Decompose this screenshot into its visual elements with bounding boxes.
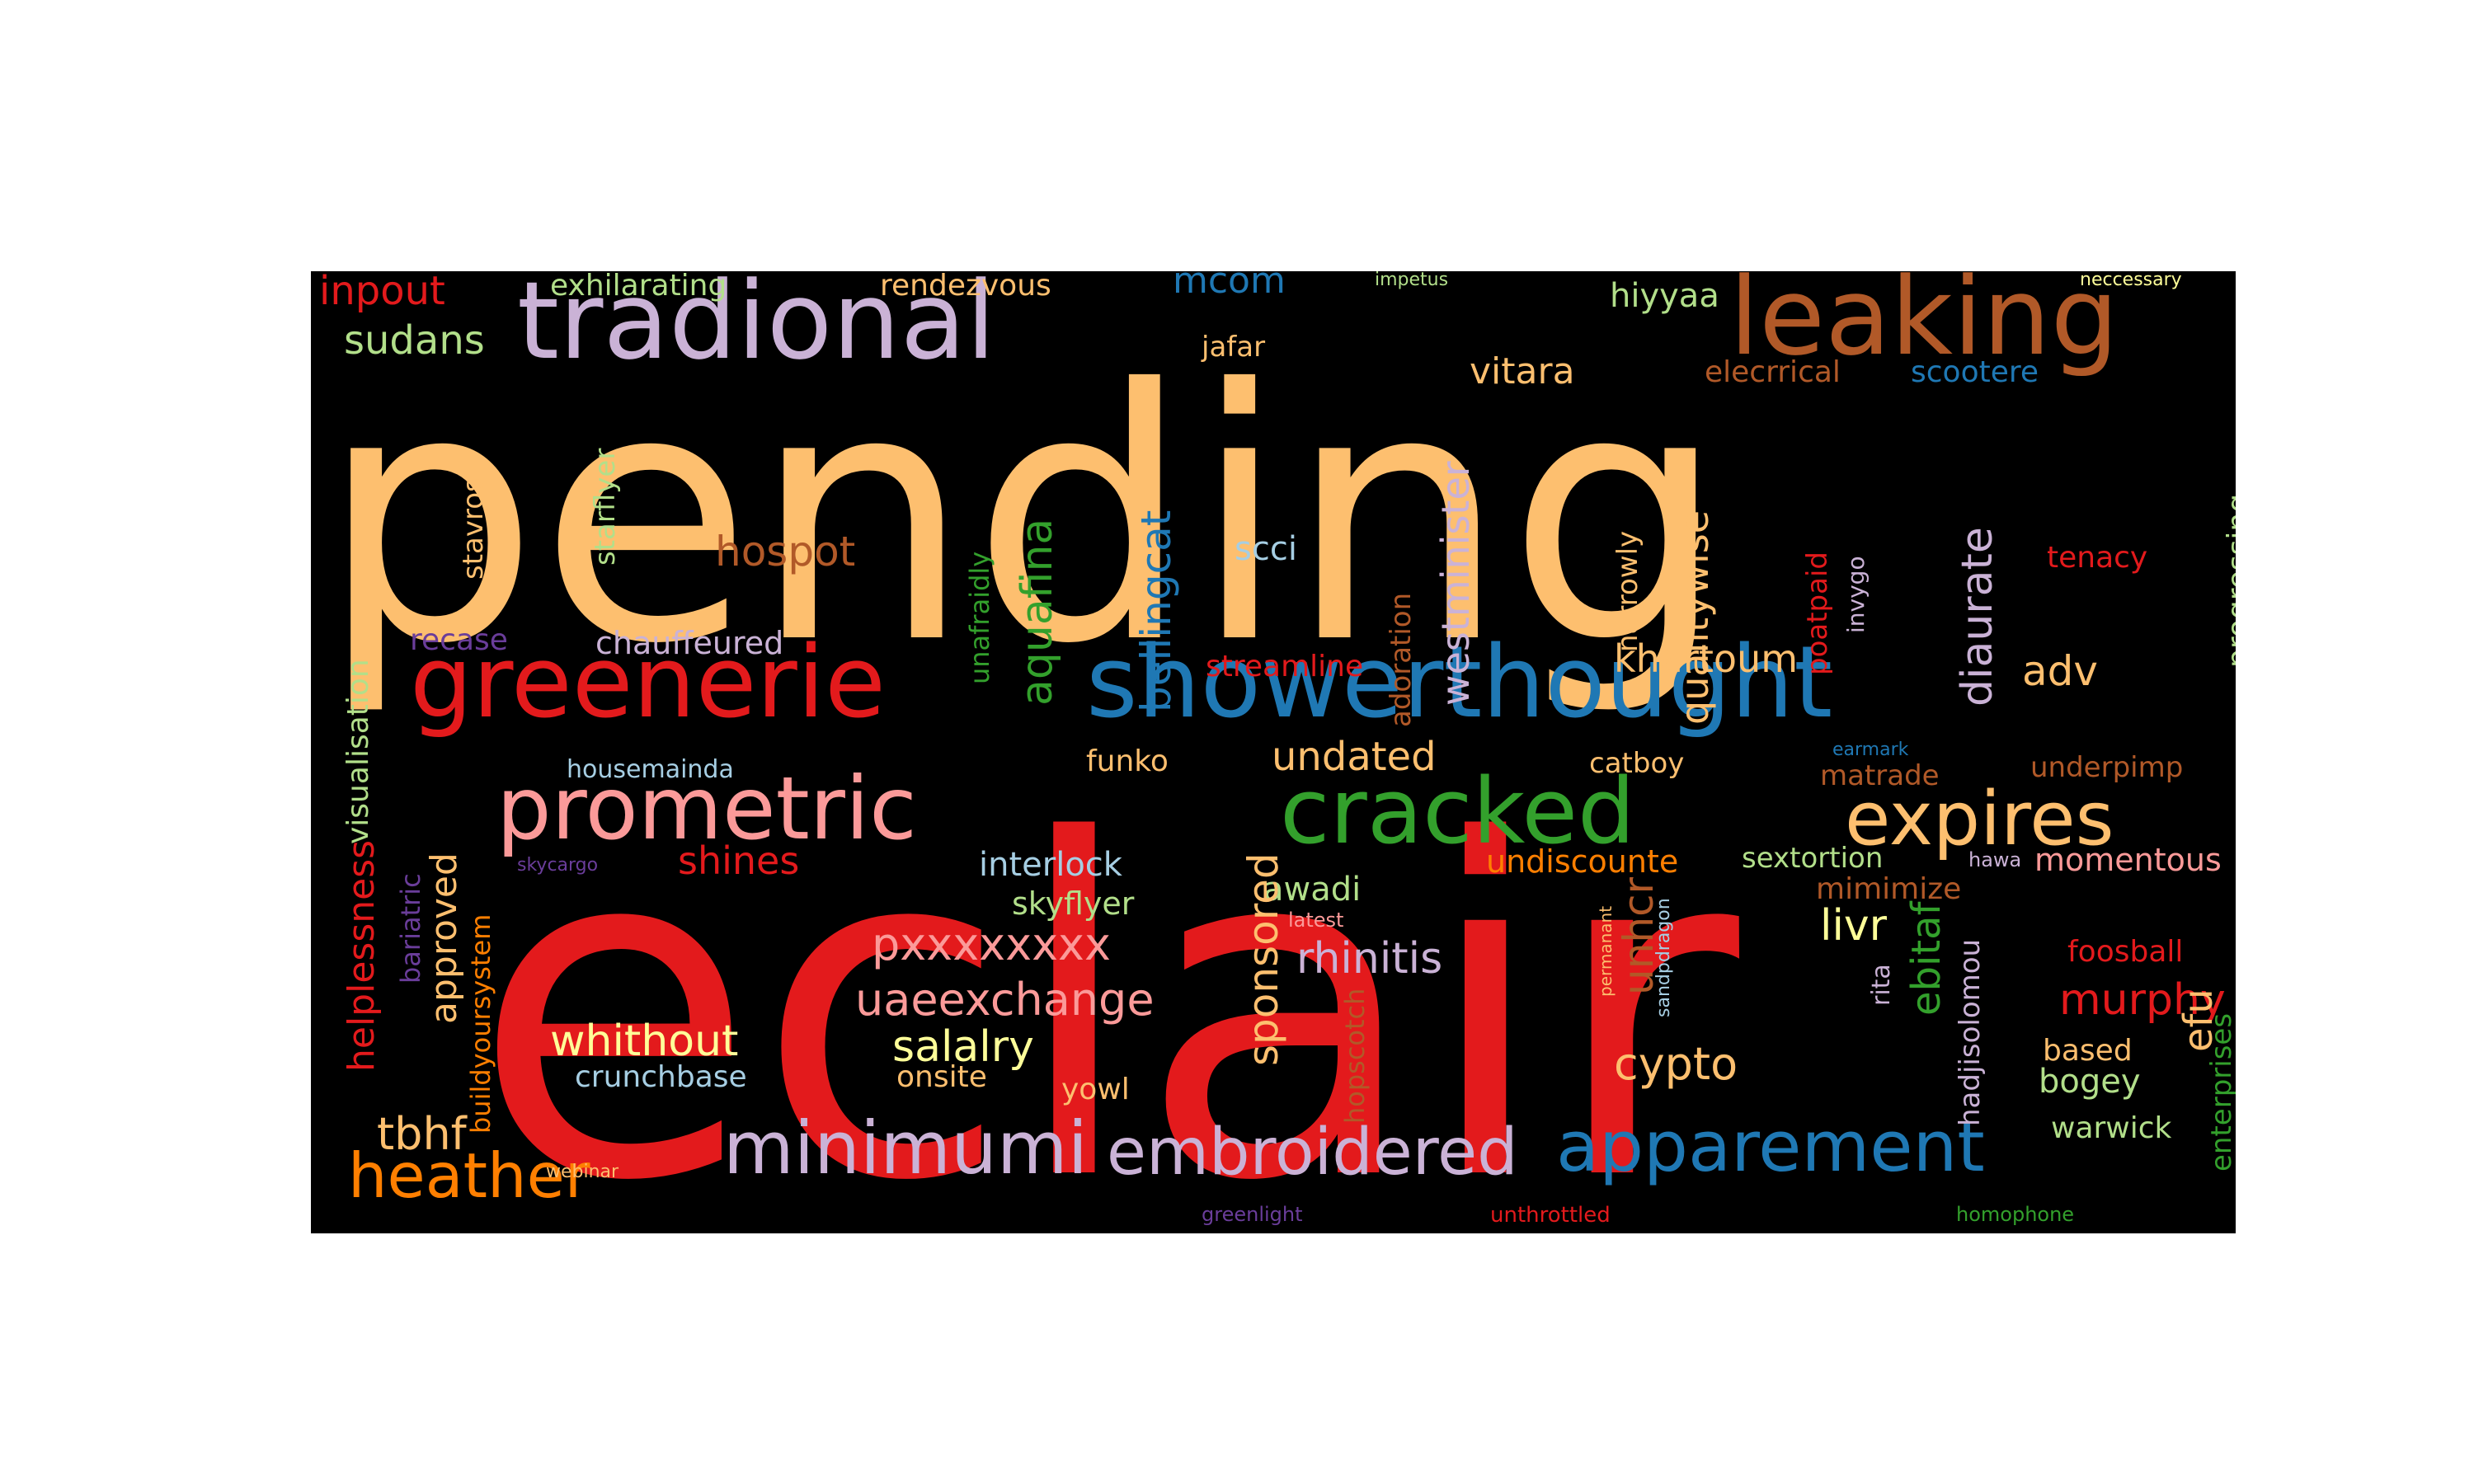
word-exhilarating: exhilarating bbox=[550, 271, 727, 303]
word-leaking: leaking bbox=[1729, 271, 2119, 379]
word-permanant: permanant bbox=[1596, 905, 1616, 997]
word-yowl: yowl bbox=[1061, 1073, 1130, 1106]
word-bogey: bogey bbox=[2039, 1063, 2141, 1101]
word-hadjisolomou: hadjisolomou bbox=[1954, 938, 1987, 1126]
word-showerthought: showerthought bbox=[1086, 626, 1833, 740]
word-prometric: prometric bbox=[496, 758, 917, 859]
word-rita: rita bbox=[1867, 964, 1896, 1006]
word-scootere: scootere bbox=[1911, 355, 2039, 389]
word-tbhf: tbhf bbox=[377, 1108, 467, 1160]
word-crunchbase: crunchbase bbox=[575, 1060, 747, 1094]
word-mcom: mcom bbox=[1173, 271, 1286, 302]
word-starflyer: starflyer bbox=[589, 448, 622, 566]
word-qualitywise: qualitywise bbox=[1672, 510, 1717, 725]
word-cypto: cypto bbox=[1614, 1038, 1738, 1090]
word-earmark: earmark bbox=[1832, 740, 1909, 760]
word-murphy: murphy bbox=[2059, 975, 2226, 1025]
word-narrowly: narrowly bbox=[1611, 530, 1644, 652]
word-uaeexchange: uaeexchange bbox=[855, 974, 1155, 1026]
word-tradional: tradional bbox=[517, 271, 996, 383]
word-khartoum: khartoum bbox=[1614, 636, 1799, 681]
word-sponsored: sponsored bbox=[1239, 852, 1287, 1066]
word-mimimize: mimimize bbox=[1816, 872, 1962, 906]
word-approved: approved bbox=[423, 852, 465, 1024]
word-progressing: progressing bbox=[2222, 493, 2236, 668]
word-diaurate: diaurate bbox=[1953, 527, 2002, 707]
word-cloud: pending eclair tradional leaking greenerie sh… bbox=[311, 271, 2236, 1233]
word-greenerie: greenerie bbox=[410, 626, 886, 740]
word-skycargo: skycargo bbox=[517, 855, 599, 876]
word-ebitaf: ebitaf bbox=[1903, 901, 1950, 1016]
word-sandpdragon: sandpdragon bbox=[1653, 898, 1674, 1017]
word-undiscounte: undiscounte bbox=[1486, 843, 1679, 880]
word-minimumi: minimumi bbox=[723, 1106, 1089, 1190]
word-heather: heather bbox=[348, 1139, 590, 1212]
word-scci: scci bbox=[1235, 530, 1297, 568]
word-bellingcat: bellingcat bbox=[1132, 510, 1180, 712]
word-vitara: vitara bbox=[1470, 350, 1575, 392]
word-housemainda: housemainda bbox=[567, 755, 734, 784]
word-latest: latest bbox=[1288, 909, 1344, 932]
word-expires: expires bbox=[1845, 776, 2114, 862]
word-hawa: hawa bbox=[1968, 848, 2022, 871]
word-onsite: onsite bbox=[896, 1060, 987, 1094]
word-bariatric: bariatric bbox=[395, 873, 426, 984]
word-eclair: eclair bbox=[472, 744, 1739, 1233]
word-aquafina: aquafina bbox=[1013, 518, 1062, 706]
word-streamline: streamline bbox=[1206, 650, 1364, 683]
word-undated: undated bbox=[1272, 734, 1437, 780]
word-skyflyer: skyflyer bbox=[1012, 885, 1135, 922]
word-matrade: matrade bbox=[1820, 759, 1940, 792]
word-momentous: momentous bbox=[2034, 842, 2222, 878]
word-salalry: salalry bbox=[892, 1022, 1034, 1072]
word-catboy: catboy bbox=[1589, 747, 1685, 780]
word-elecrrical: elecrrical bbox=[1705, 355, 1841, 389]
word-homophone: homophone bbox=[1956, 1203, 2075, 1226]
word-unthrottled: unthrottled bbox=[1490, 1203, 1611, 1228]
word-underpimp: underpimp bbox=[2030, 751, 2184, 784]
word-embroidered: embroidered bbox=[1107, 1115, 1518, 1190]
word-interlock: interlock bbox=[979, 846, 1122, 884]
word-unafraidly: unafraidly bbox=[964, 551, 995, 684]
word-impetus: impetus bbox=[1375, 271, 1449, 290]
word-funko: funko bbox=[1086, 744, 1169, 778]
word-whithout: whithout bbox=[550, 1017, 739, 1066]
word-invygo: invygo bbox=[1842, 556, 1870, 633]
word-westminister: westminister bbox=[1433, 461, 1478, 706]
word-recase: recase bbox=[410, 623, 508, 657]
word-adv: adv bbox=[2022, 647, 2098, 695]
word-hopscotch: hopscotch bbox=[1339, 988, 1371, 1124]
word-jafar: jafar bbox=[1202, 331, 1266, 364]
word-cracked: cracked bbox=[1280, 758, 1635, 864]
word-helplessness: helplessness bbox=[341, 839, 383, 1072]
word-livr: livr bbox=[1820, 901, 1888, 951]
word-based: based bbox=[2043, 1034, 2133, 1068]
word-enterprises: enterprises bbox=[2205, 1012, 2236, 1172]
word-adoration: adoration bbox=[1385, 592, 1418, 727]
word-foosball: foosball bbox=[2067, 935, 2184, 969]
word-chauffeured: chauffeured bbox=[595, 625, 784, 661]
word-webinar: webinar bbox=[546, 1162, 619, 1182]
word-visualisation: visualisation bbox=[341, 659, 375, 844]
word-tenacy: tenacy bbox=[2047, 541, 2148, 575]
word-rendezvous: rendezvous bbox=[880, 271, 1051, 303]
word-stavros: stavros bbox=[457, 477, 490, 580]
word-apparement: apparement bbox=[1556, 1106, 1985, 1188]
word-greenlight: greenlight bbox=[1202, 1203, 1303, 1226]
word-inpout: inpout bbox=[319, 271, 445, 314]
word-buildyoursystem: buildyoursystem bbox=[465, 913, 496, 1134]
word-hiyyaa: hiyyaa bbox=[1610, 277, 1719, 315]
word-shines: shines bbox=[678, 838, 800, 883]
word-rhinitis: rhinitis bbox=[1296, 934, 1443, 984]
word-sudans: sudans bbox=[344, 317, 485, 364]
word-sextortion: sextortion bbox=[1742, 842, 1884, 875]
word-warwick: warwick bbox=[2051, 1111, 2172, 1145]
word-pending: pending bbox=[319, 317, 1728, 720]
word-hospot: hospot bbox=[715, 528, 856, 575]
word-pxxxxxxxx: pxxxxxxxx bbox=[872, 918, 1111, 970]
word-awadi: awadi bbox=[1263, 871, 1362, 909]
word-poatpaid: poatpaid bbox=[1801, 552, 1834, 675]
word-neccessary: neccessary bbox=[2080, 271, 2182, 290]
